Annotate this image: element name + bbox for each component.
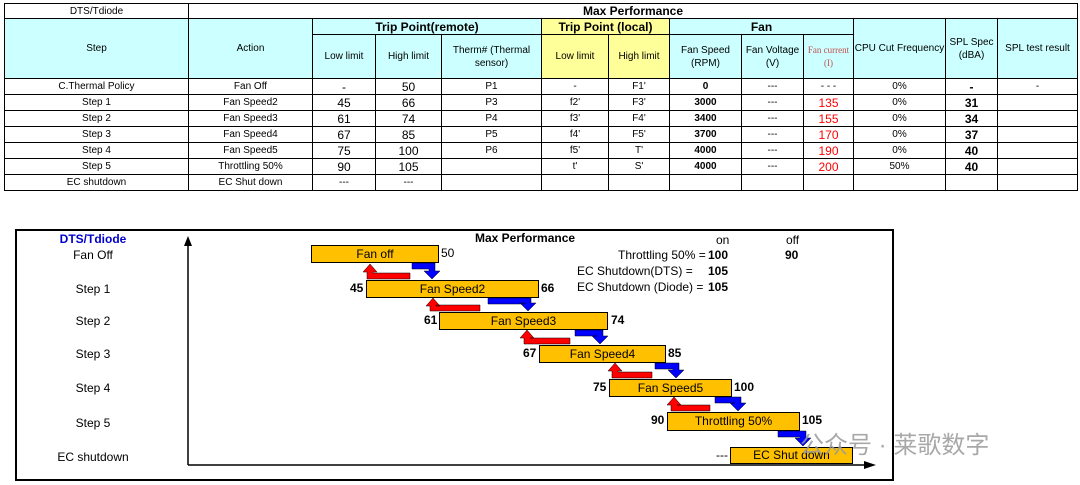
table-row: Step 2 Fan Speed3 61 74 P4 f3' F4' 3400 --- 155 0%… xyxy=(4,110,1078,127)
header-cpu-cut: CPU Cut Frequency xyxy=(853,18,946,79)
bar-low-value: --- xyxy=(716,448,728,462)
cell-low-limit: 45 xyxy=(312,94,376,111)
bar-low-value: 45 xyxy=(350,281,364,295)
header-action: Action xyxy=(188,18,313,79)
ec-dts-text: EC Shutdown(DTS) = xyxy=(577,264,693,278)
throttling-on-value: 100 xyxy=(708,248,729,262)
cell-spl-spec: 34 xyxy=(945,110,998,127)
cell-low-limit: --- xyxy=(312,174,376,191)
cell-high-limit: 50 xyxy=(375,78,442,95)
bar-low-value: 61 xyxy=(424,313,438,327)
diagram-bar: Fan Speed2 xyxy=(366,280,539,298)
table-row: EC shutdown EC Shut down --- --- xyxy=(4,174,1078,191)
table-row: Step 4 Fan Speed5 75 100 P6 f5' T' 4000 --- 190 0%… xyxy=(4,142,1078,159)
bar-high-value: 66 xyxy=(541,281,555,295)
y-axis-arrowhead xyxy=(184,236,192,246)
diagram-row-label: Step 5 xyxy=(75,416,111,430)
thermal-policy-table: DTS/Tdiode Max Performance Step Action T… xyxy=(4,3,1078,191)
cell-spl-result xyxy=(997,174,1078,191)
bar-high-value: 74 xyxy=(611,313,625,327)
down-transition-arrow xyxy=(574,329,609,345)
up-transition-arrow xyxy=(519,329,571,345)
header-local-low: Low limit xyxy=(541,34,609,79)
diagram-row-label: Step 3 xyxy=(75,347,111,361)
diagram-axis-title: DTS/Tdiode xyxy=(59,232,127,246)
down-transition-arrow xyxy=(411,262,441,280)
partial-header-text: DTS/Tdiode xyxy=(32,0,85,2)
header-local-high: High limit xyxy=(608,34,670,79)
ec-diode-value: 105 xyxy=(708,280,729,294)
diagram-row-label: Step 1 xyxy=(75,282,111,296)
x-axis-arrowhead xyxy=(864,461,876,469)
diagram-bar: Fan Speed4 xyxy=(539,345,666,363)
header-high-limit: High limit xyxy=(375,34,442,79)
bar-high-value: 100 xyxy=(734,380,755,394)
cell-step: EC shutdown xyxy=(4,174,189,191)
on-label: on xyxy=(716,233,730,247)
ec-dts-value: 105 xyxy=(708,264,729,278)
off-label: off xyxy=(786,233,800,247)
header-low-limit: Low limit xyxy=(312,34,376,79)
bar-high-value: 85 xyxy=(668,346,682,360)
bar-low-value: 90 xyxy=(651,413,665,427)
cell-fan-current: 170 xyxy=(803,126,854,143)
diagram-row-label: Fan Off xyxy=(73,248,113,262)
bar-high-value: 105 xyxy=(802,413,823,427)
up-transition-arrow xyxy=(666,396,711,412)
diagram-bar: Throttling 50% xyxy=(667,412,800,431)
cell-fan-current: 190 xyxy=(803,142,854,159)
up-transition-arrow xyxy=(362,263,411,280)
ec-diode-text: EC Shutdown (Diode) = xyxy=(577,280,704,294)
header-spl-result: SPL test result xyxy=(997,18,1078,79)
diagram-row-label: Step 4 xyxy=(75,381,111,395)
table-row: C.Thermal Policy Fan Off -50 P1- F1' 0 --- - - … xyxy=(4,78,1078,95)
diagram-frame xyxy=(15,229,894,481)
diagram-bar: Fan Speed3 xyxy=(439,312,608,330)
header-therm: Therm# (Thermal sensor) xyxy=(441,34,542,79)
cell-high-limit: 74 xyxy=(375,110,442,127)
table-row: Step 3 Fan Speed4 67 85 P5 f4' F5' 3700 --- 170 0%… xyxy=(4,126,1078,143)
down-transition-arrow xyxy=(487,297,537,312)
diagram-row-label: EC shutdown xyxy=(57,450,129,464)
bar-high-value: 50 xyxy=(441,246,455,260)
diagram-title: Max Performance xyxy=(475,231,576,245)
header-step: Step xyxy=(4,18,189,79)
throttling-off-value: 90 xyxy=(785,248,799,262)
up-transition-arrow xyxy=(607,362,653,379)
cell-low-limit: 90 xyxy=(312,158,376,175)
diagram-bar: Fan Speed5 xyxy=(609,379,732,397)
down-transition-arrow xyxy=(654,362,685,379)
header-spl-spec: SPL Spec (dBA) xyxy=(945,18,998,79)
up-transition-arrow xyxy=(425,297,481,312)
bar-low-value: 67 xyxy=(523,346,537,360)
diagram-row-label: Step 2 xyxy=(75,314,111,328)
header-fan-speed: Fan Speed (RPM) xyxy=(669,34,742,79)
diagram-bar: EC Shut down xyxy=(730,447,853,464)
down-transition-arrow xyxy=(714,396,747,412)
cell-fan-current: 155 xyxy=(803,110,854,127)
header-fan-current: Fan current (I) xyxy=(803,34,854,79)
watermark: 公众号 · 莱歌数字 xyxy=(800,432,990,459)
bar-low-value: 75 xyxy=(593,380,607,394)
down-transition-arrow xyxy=(777,430,812,447)
diagram-bar: Fan off xyxy=(311,245,439,263)
throttling-text: Throttling 50% = xyxy=(618,248,706,262)
cell-fan-current: 200 xyxy=(803,158,854,175)
header-fan-voltage: Fan Voltage (V) xyxy=(741,34,804,79)
